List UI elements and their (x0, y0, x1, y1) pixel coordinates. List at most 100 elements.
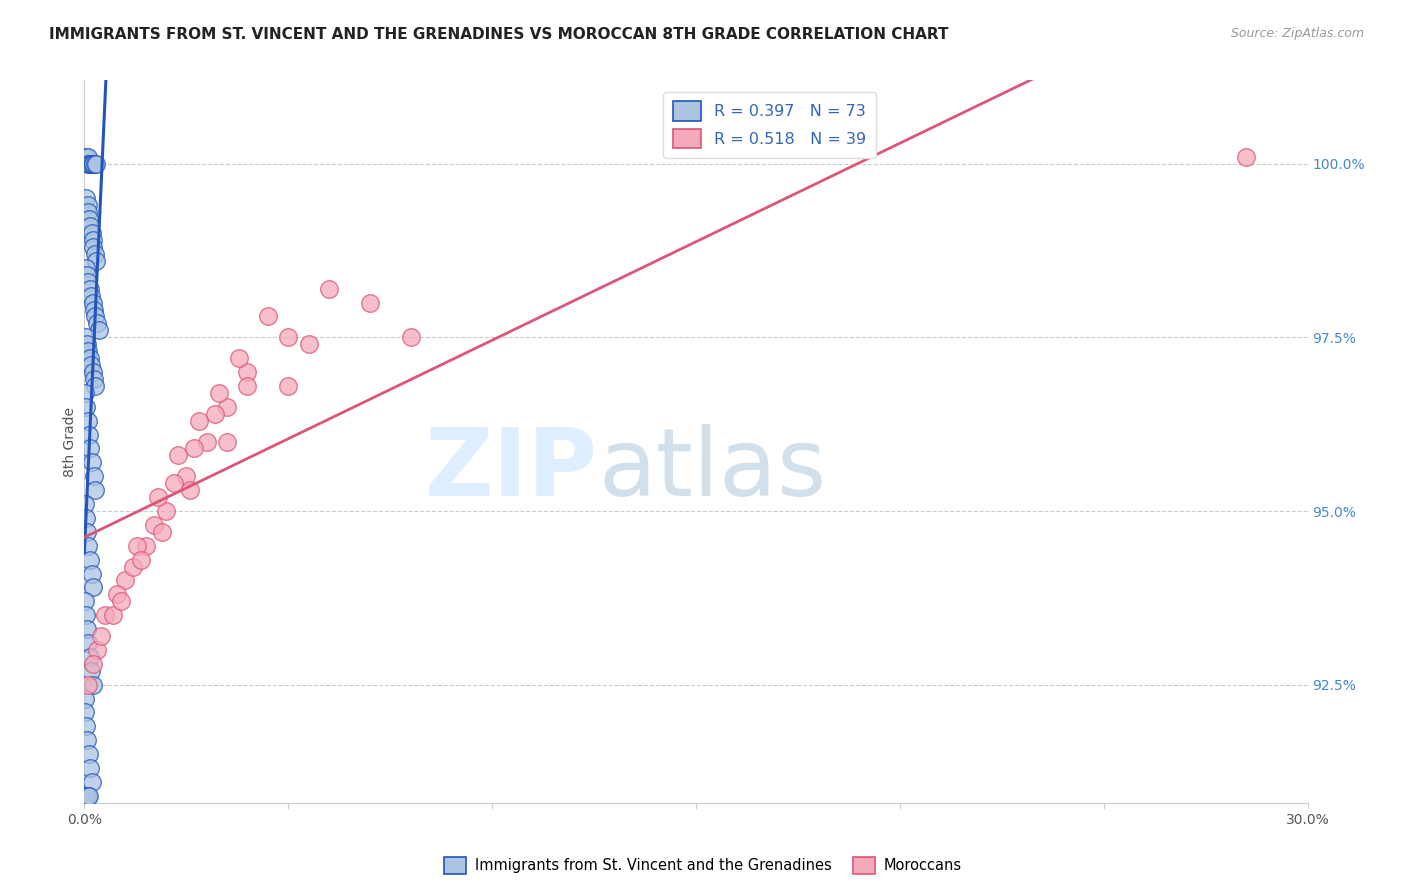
Point (82, 365, 104, 379)
Point (77, 678, 100, 692)
Point (204, 407, 226, 421)
Point (79, 156, 101, 170)
Point (82, 581, 104, 595)
Point (77, 156, 100, 170)
Point (183, 442, 205, 456)
Point (77, 156, 100, 170)
Point (83, 247, 105, 261)
Legend: R = 0.397   N = 73, R = 0.518   N = 39: R = 0.397 N = 73, R = 0.518 N = 39 (664, 92, 876, 158)
Point (84, 310, 107, 324)
Point (87, 323, 110, 337)
Text: Source: ZipAtlas.com: Source: ZipAtlas.com (1230, 27, 1364, 40)
Point (208, 385, 231, 400)
Point (80, 288, 103, 302)
Point (84, 379, 107, 393)
Point (73, 594, 96, 608)
Point (76, 622, 98, 636)
Point (79, 442, 101, 456)
Point (84, 483, 107, 498)
Point (76, 789, 98, 803)
Point (77, 212, 100, 227)
Point (228, 351, 250, 366)
Point (83, 372, 105, 386)
Point (146, 490, 169, 504)
Point (75, 608, 97, 623)
Point (179, 483, 201, 498)
Point (77, 747, 100, 761)
Text: ZIP: ZIP (425, 425, 598, 516)
Point (75, 789, 97, 803)
Point (75, 150, 97, 164)
Point (83, 156, 105, 170)
Point (76, 268, 98, 282)
Point (114, 574, 136, 588)
Point (277, 379, 299, 393)
Point (195, 434, 218, 449)
Point (77, 789, 100, 803)
Point (77, 427, 100, 442)
Point (135, 539, 157, 553)
Point (80, 664, 103, 678)
Point (217, 400, 239, 414)
Point (82, 233, 104, 247)
Point (76, 337, 98, 351)
Point (75, 511, 97, 525)
Point (79, 351, 101, 366)
Point (187, 414, 209, 428)
Point (76, 733, 98, 747)
Point (142, 517, 165, 532)
Point (75, 330, 97, 344)
Point (174, 469, 197, 483)
Point (167, 449, 190, 463)
Point (77, 539, 100, 553)
Text: IMMIGRANTS FROM ST. VINCENT AND THE GRENADINES VS MOROCCAN 8TH GRADE CORRELATION: IMMIGRANTS FROM ST. VINCENT AND THE GREN… (49, 27, 949, 42)
Point (90, 629, 112, 643)
Point (79, 282, 101, 296)
Point (110, 594, 132, 608)
Point (75, 385, 97, 400)
Point (76, 198, 98, 212)
Point (1236, 150, 1258, 164)
Point (75, 706, 97, 720)
Point (77, 636, 100, 650)
Point (73, 789, 96, 803)
Point (86, 317, 108, 331)
Point (75, 497, 97, 511)
Point (79, 761, 101, 775)
Point (93, 608, 115, 623)
Text: atlas: atlas (598, 425, 827, 516)
Point (82, 295, 104, 310)
Point (82, 678, 104, 692)
Point (163, 476, 186, 491)
Point (75, 789, 97, 803)
Point (80, 226, 103, 240)
Point (257, 310, 280, 324)
Point (79, 552, 101, 566)
Point (76, 524, 98, 539)
Point (75, 789, 97, 803)
Point (79, 219, 101, 234)
Point (79, 649, 101, 664)
Point (80, 775, 103, 789)
Point (82, 455, 104, 469)
Point (101, 608, 124, 623)
Point (131, 552, 153, 566)
Point (359, 295, 381, 310)
Point (77, 275, 100, 289)
Point (83, 469, 105, 483)
Legend: Immigrants from St. Vincent and the Grenadines, Moroccans: Immigrants from St. Vincent and the Gren… (439, 851, 967, 880)
Point (80, 358, 103, 372)
Point (82, 657, 104, 671)
Point (73, 691, 96, 706)
Point (236, 365, 259, 379)
Point (75, 191, 97, 205)
Point (80, 156, 103, 170)
Point (77, 344, 100, 359)
Point (298, 337, 321, 351)
Point (76, 414, 98, 428)
Point (122, 559, 145, 574)
Point (155, 504, 177, 518)
Point (75, 400, 97, 414)
Point (127, 539, 149, 553)
Point (80, 566, 103, 581)
